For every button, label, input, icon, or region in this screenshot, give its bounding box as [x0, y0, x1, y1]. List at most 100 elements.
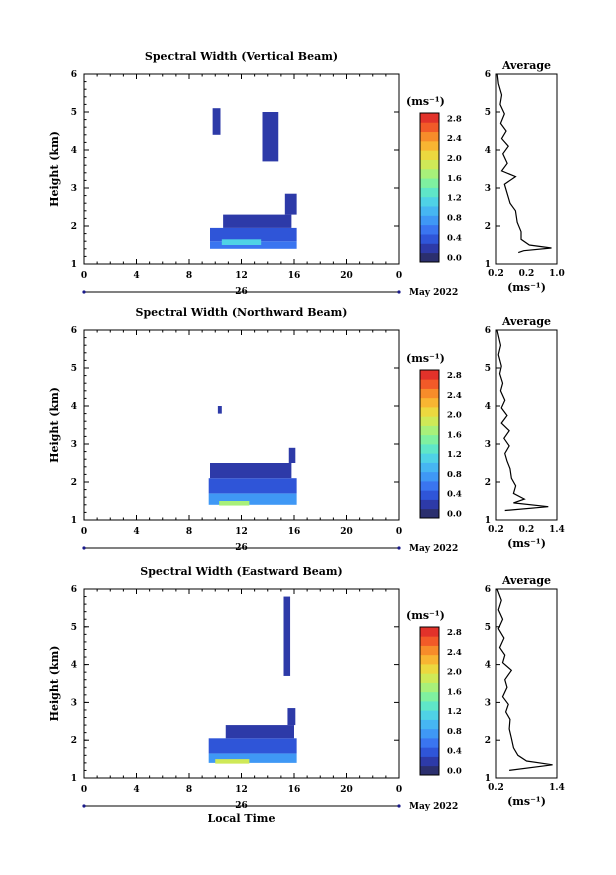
- x-tick-label: 4: [133, 271, 139, 281]
- heatmap-cell-6: [219, 501, 250, 506]
- colorbar-segment: [420, 131, 439, 142]
- heatmap-cell-2: [208, 738, 297, 754]
- profile-y-tick-label: 4: [485, 146, 491, 156]
- colorbar-segment: [420, 490, 439, 500]
- heatmap-cell-3: [223, 214, 292, 228]
- y-tick-label: 3: [71, 698, 77, 708]
- heatmap-cell-5: [283, 596, 291, 676]
- date-bar-end-dot: [397, 804, 401, 808]
- x-tick-label: 8: [186, 785, 192, 795]
- x-tick-label: 8: [186, 271, 192, 281]
- colorbar-segment: [420, 682, 439, 693]
- colorbar-tick-label: 2.8: [447, 114, 462, 124]
- colorbar-segment: [420, 168, 439, 179]
- colorbar-segment: [420, 215, 439, 226]
- panel-2: Spectral Width (Northward Beam)0 4 8 12 16 20…: [48, 306, 565, 554]
- y-tick-label: 5: [71, 623, 77, 633]
- colorbar-segment: [420, 738, 439, 748]
- colorbar-segment: [420, 379, 439, 389]
- colorbar-segment: [420, 196, 439, 207]
- profile-title: Average: [501, 574, 551, 587]
- colorbar-segment: [420, 508, 439, 519]
- profile-y-tick-label: 3: [485, 698, 491, 708]
- date-center-label: 26: [235, 543, 248, 553]
- colorbar-tick-label: 0.8: [447, 214, 462, 224]
- x-tick-label: 0: [81, 785, 87, 795]
- y-tick-label: 1: [71, 260, 77, 270]
- colorbar-segment: [420, 664, 439, 674]
- colorbar-segment: [420, 756, 439, 767]
- date-center-label: 26: [235, 801, 248, 811]
- colorbar-segment: [420, 113, 439, 123]
- colorbar-segment: [420, 150, 439, 160]
- x-tick-label: 0: [396, 785, 402, 795]
- colorbar-segment: [420, 252, 439, 263]
- x-tick-label: 16: [288, 271, 301, 281]
- date-bar-start-dot: [82, 804, 86, 808]
- date-bar-end-dot: [397, 290, 401, 294]
- profile-x-label: (ms⁻¹): [507, 537, 546, 550]
- profile-x-label: (ms⁻¹): [507, 795, 546, 808]
- colorbar-tick-label: 2.0: [447, 411, 462, 421]
- colorbar-segment: [420, 701, 439, 711]
- colorbar-segment: [420, 462, 439, 473]
- colorbar-segment: [420, 425, 439, 436]
- heatmap-cell-7: [221, 239, 262, 245]
- heatmap-cell-3: [225, 725, 294, 739]
- profile-title: Average: [501, 59, 551, 72]
- colorbar-segment: [420, 728, 439, 739]
- colorbar-tick-label: 0.4: [447, 233, 462, 243]
- colorbar-tick-label: 0.0: [447, 509, 462, 519]
- heatmap-cell-2: [210, 227, 297, 242]
- heatmap-cell-3: [210, 463, 292, 479]
- profile-y-tick-label: 5: [485, 623, 491, 633]
- heatmap-cell-5: [212, 108, 221, 135]
- colorbar-tick-label: 0.0: [447, 766, 462, 776]
- y-tick-label: 2: [71, 478, 77, 488]
- chart-title: Spectral Width (Vertical Beam): [145, 50, 338, 63]
- x-tick-label: 16: [288, 785, 301, 795]
- colorbar-segment: [420, 370, 439, 380]
- profile-y-tick-label: 2: [485, 222, 491, 232]
- colorbar-frame: [419, 112, 440, 263]
- colorbar-tick-label: 0.8: [447, 470, 462, 480]
- colorbar-tick-label: 1.6: [447, 430, 462, 440]
- date-center-label: 26: [235, 287, 248, 297]
- date-right-label: May 2022: [409, 288, 458, 298]
- y-tick-label: 6: [71, 585, 77, 595]
- x-tick-label: 8: [186, 527, 192, 537]
- colorbar-tick-label: 0.4: [447, 747, 462, 757]
- date-bar-start-dot: [82, 290, 86, 294]
- colorbar-tick-label: 1.2: [447, 707, 462, 717]
- colorbar-segment: [420, 388, 439, 399]
- heatmap-cell-4: [287, 708, 296, 726]
- colorbar-segment: [420, 499, 439, 510]
- x-tick-label: 20: [340, 785, 353, 795]
- colorbar-segment: [420, 416, 439, 426]
- colorbar-segment: [420, 444, 439, 454]
- profile-y-tick-label: 5: [485, 108, 491, 118]
- x-tick-label: 12: [235, 785, 248, 795]
- colorbar-tick-label: 1.2: [447, 450, 462, 460]
- profile-y-tick-label: 3: [485, 184, 491, 194]
- colorbar-tick-label: 1.6: [447, 174, 462, 184]
- colorbar-segment: [420, 206, 439, 216]
- colorbar-unit-label: (ms⁻¹): [406, 609, 445, 622]
- heatmap-cell-1: [208, 493, 297, 505]
- y-axis-label: Height (km): [48, 646, 61, 722]
- chart-title: Spectral Width (Eastward Beam): [140, 565, 342, 578]
- profile-y-tick-label: 2: [485, 736, 491, 746]
- profile-y-tick-label: 6: [485, 70, 491, 80]
- heatmap-cell-4: [284, 193, 297, 215]
- profile-x-tick-label: 0.2: [519, 525, 535, 535]
- colorbar-tick-label: 1.2: [447, 194, 462, 204]
- x-tick-label: 0: [396, 527, 402, 537]
- x-tick-label: 12: [235, 527, 248, 537]
- profile-line: [496, 329, 549, 512]
- profile-frame: [495, 73, 558, 265]
- y-tick-label: 6: [71, 326, 77, 336]
- colorbar-segment: [420, 747, 439, 757]
- colorbar-segment: [420, 710, 439, 720]
- profile-y-tick-label: 6: [485, 326, 491, 336]
- colorbar-unit-label: (ms⁻¹): [406, 352, 445, 365]
